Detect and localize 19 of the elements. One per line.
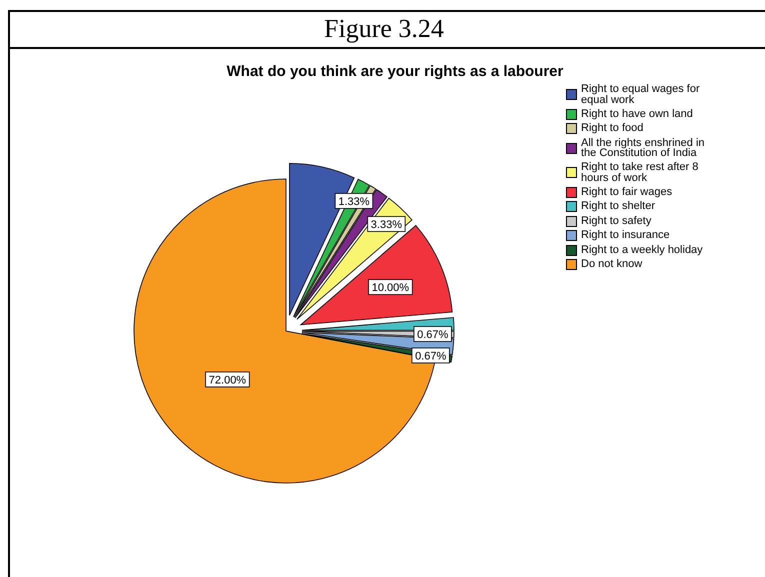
data-label: 3.33% — [370, 219, 402, 232]
legend-label: Right to safety — [581, 214, 652, 227]
caption: Figure 3.24 — [324, 14, 444, 43]
legend-label: Right to a weekly holiday — [581, 244, 703, 256]
data-label: 0.67% — [415, 350, 446, 362]
data-label: 10.00% — [372, 282, 410, 294]
legend-label: Do not know — [581, 258, 642, 270]
data-label: 1.33% — [338, 196, 370, 208]
data-label: 72.00% — [208, 374, 246, 386]
legend-label: Right to food — [581, 122, 644, 134]
legend-label: Right to take rest after 8 hours of work — [581, 161, 698, 184]
data-label: 0.67% — [417, 328, 448, 341]
chart-title: What do you think are your rights as a labourer — [226, 63, 564, 80]
legend-label: Right to equal wages for equal work — [581, 83, 700, 106]
legend-label: All the rights enshrined in the Constitution of India — [581, 136, 705, 159]
legend-label: Right to shelter — [581, 200, 655, 212]
legend-label: Right to have own land — [581, 108, 693, 120]
legend-label: Right to insurance — [581, 229, 670, 242]
legend-label: Right to fair wages — [581, 186, 672, 198]
